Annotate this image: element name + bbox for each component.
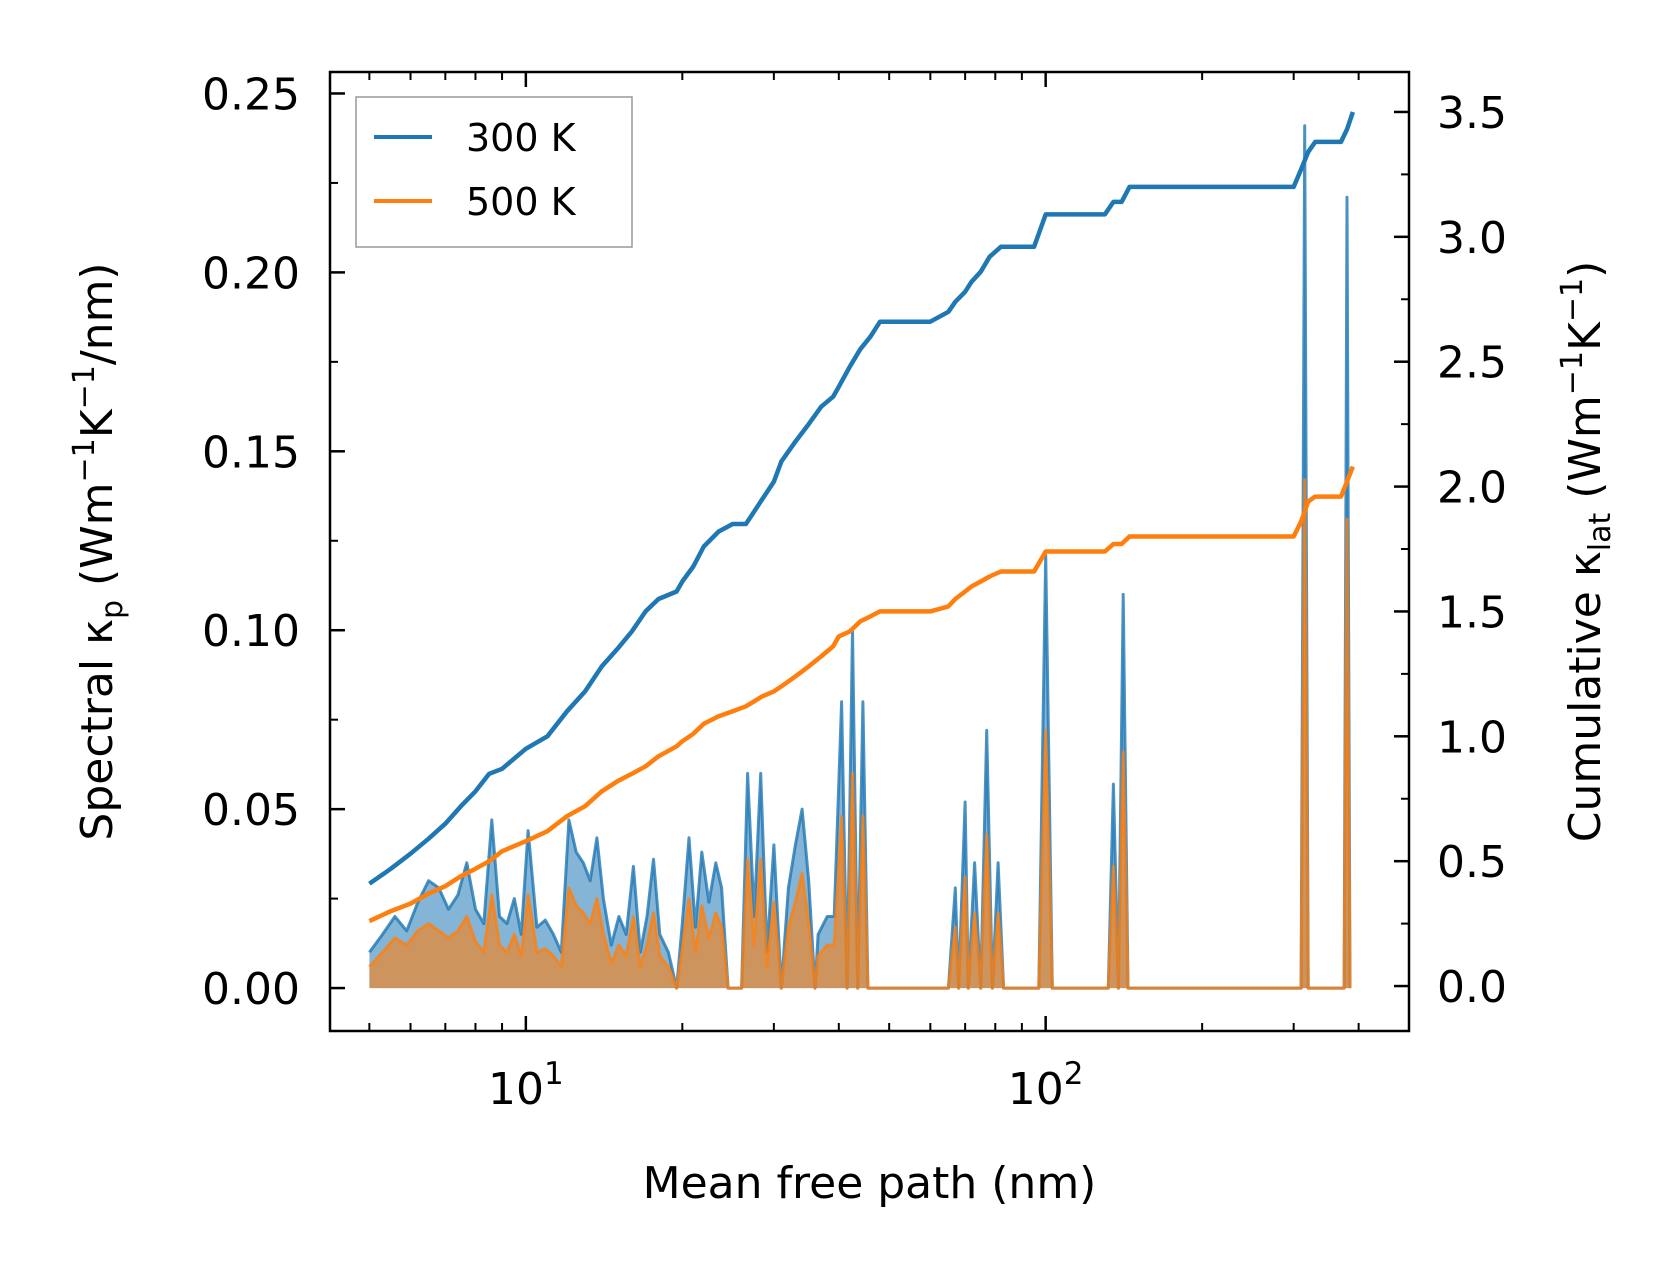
tick-labels: 101 102 0.00 0.05 0.10 0.15 0.20 0.25 0.0 0.5 1.0 1… <box>202 69 1507 1115</box>
y-axis-left-title: Spectral κp (Wm−1K−1/nm) <box>67 262 130 840</box>
spectral-fills <box>369 125 1350 989</box>
y-right-tick-label: 0.5 <box>1437 837 1507 888</box>
cumulative-lines <box>368 111 1356 924</box>
y-axis-right-title: Cumulative κlat (Wm−1K−1) <box>1555 261 1618 843</box>
y-right-tick-label: 1.0 <box>1437 712 1507 763</box>
cumulative-line-500k <box>368 465 1355 924</box>
legend-box <box>355 96 633 248</box>
legend: 300 K 500 K <box>355 96 633 248</box>
y-left-tick-label: 0.05 <box>202 785 300 836</box>
x-axis-title: Mean free path (nm) <box>643 1158 1097 1209</box>
axis-ticks <box>330 72 1409 1031</box>
cumulative-line-300k <box>368 111 1356 886</box>
x-tick-label: 102 <box>1008 1056 1084 1115</box>
spectral-lines <box>368 124 1352 990</box>
y-right-tick-label: 3.0 <box>1437 213 1507 264</box>
y-left-tick-label: 0.15 <box>202 427 300 478</box>
y-right-tick-label: 2.0 <box>1437 463 1507 514</box>
y-left-tick-label: 0.20 <box>202 248 300 299</box>
y-right-tick-label: 1.5 <box>1437 587 1507 638</box>
y-left-tick-label: 0.10 <box>202 606 300 657</box>
x-tick-label: 101 <box>488 1056 564 1115</box>
y-left-tick-label: 0.00 <box>202 964 300 1015</box>
spectral-area-500k <box>369 479 1350 989</box>
plot-frame <box>328 70 1411 1033</box>
spectral-area-300k <box>369 125 1350 989</box>
y-right-tick-label: 2.5 <box>1437 338 1507 389</box>
legend-label-300k: 300 K <box>466 116 577 160</box>
y-left-tick-label: 0.25 <box>202 69 300 120</box>
y-right-tick-label: 3.5 <box>1437 88 1507 139</box>
y-right-tick-label: 0.0 <box>1437 962 1507 1013</box>
legend-label-500k: 500 K <box>466 180 577 224</box>
spectral-line-500k <box>368 478 1352 990</box>
